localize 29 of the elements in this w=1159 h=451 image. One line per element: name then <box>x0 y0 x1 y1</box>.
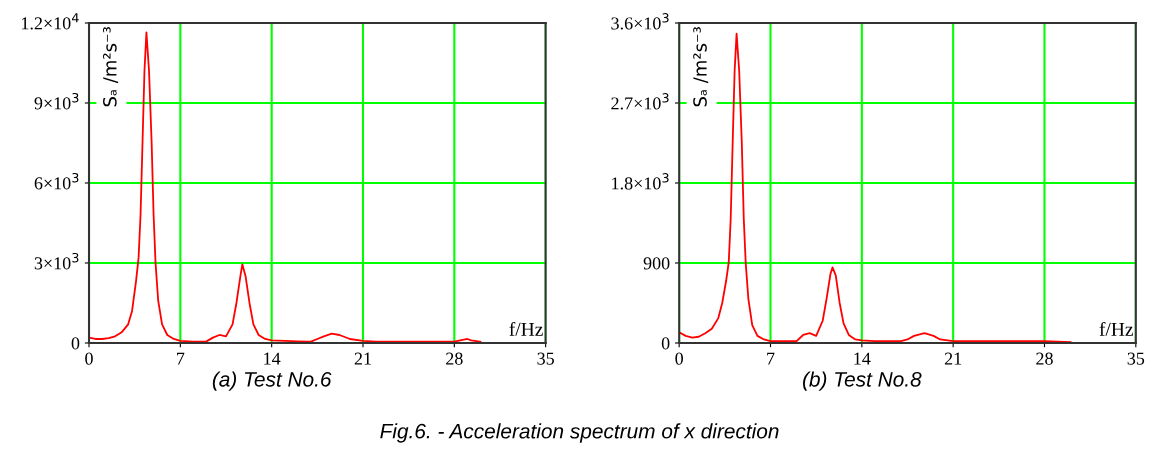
x-tick-label: 14 <box>854 352 871 365</box>
y-tick-label: 1.8×10$^{3}$ <box>612 173 669 190</box>
y-tick-label: 3×10$^{3}$ <box>34 252 79 270</box>
x-tick-label: 35 <box>537 352 554 365</box>
y-axis-title: Sₐ /m²s⁻³ <box>693 27 709 107</box>
y-axis-title: Sₐ /m²s⁻³ <box>103 27 119 107</box>
y-tick-label: 0 <box>661 337 670 350</box>
x-tick-label: 21 <box>354 352 371 365</box>
x-tick-label: 0 <box>85 352 93 365</box>
caption: Fig.6. - Acceleration spectrum of x direction <box>380 423 779 443</box>
y-tick-label: 900 <box>643 257 670 270</box>
x-axis-title: f/Hz <box>1099 321 1133 336</box>
x-tick-label: 35 <box>1127 352 1145 365</box>
y-tick-label: 2.7×10$^{3}$ <box>611 93 669 110</box>
x-tick-label: 28 <box>446 352 463 365</box>
y-tick-label: 0 <box>71 337 80 350</box>
x-tick-label: 7 <box>767 352 775 365</box>
text: (b) Test No.8 <box>802 371 922 391</box>
y-tick-label: 3.6×10$^{3}$ <box>611 13 669 30</box>
y-tick-label: 6×10$^{3}$ <box>34 172 79 190</box>
y-tick-label: 1.2×10$^{4}$ <box>21 13 79 30</box>
text: (a) Test No.6 <box>212 371 332 391</box>
x-tick-label: 7 <box>177 352 185 365</box>
x-axis-title: f/Hz <box>509 321 543 336</box>
x-tick-label: 28 <box>1036 352 1053 365</box>
y-tick-label: 9×10$^{3}$ <box>34 92 79 110</box>
x-tick-label: 14 <box>264 352 281 365</box>
x-tick-label: 0 <box>675 352 683 365</box>
x-tick-label: 21 <box>944 352 962 365</box>
